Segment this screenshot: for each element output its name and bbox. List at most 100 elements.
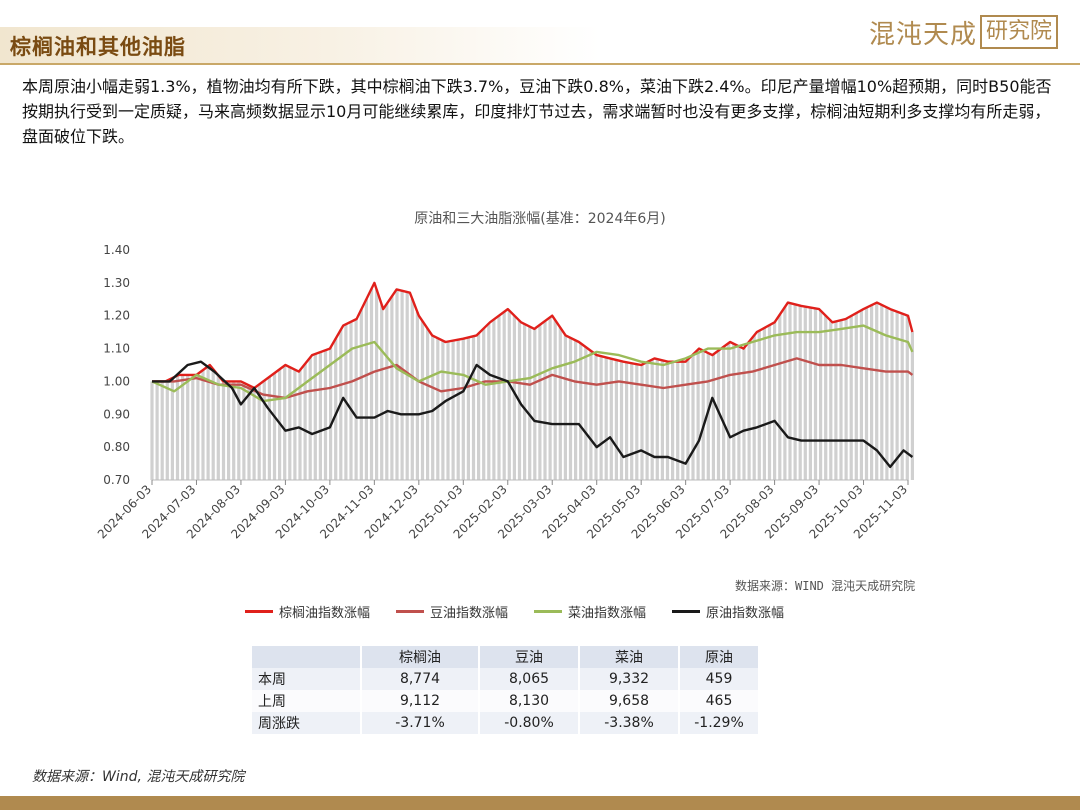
chart-legend: 棕榈油指数涨幅 豆油指数涨幅 菜油指数涨幅 原油指数涨幅 [245, 602, 784, 621]
bg-bar [625, 362, 629, 480]
bg-bar [262, 380, 266, 480]
bg-bar [716, 350, 721, 480]
bg-bar [584, 347, 588, 480]
bg-bar [232, 381, 236, 480]
y-tick-label: 1.00 [103, 374, 130, 388]
legend-swatch-rapeseed [534, 610, 563, 613]
bg-bar [477, 333, 481, 480]
table-cell: 8,065 [479, 668, 580, 690]
bg-bar [864, 307, 869, 480]
bg-bar [528, 326, 532, 480]
table-cell: 9,658 [579, 690, 680, 712]
bg-bar [247, 385, 251, 480]
table-row: 周涨跌 -3.71% -0.80% -3.38% -1.29% [252, 712, 760, 734]
bg-bar [257, 384, 261, 480]
bg-bar [186, 374, 190, 480]
bg-bar [323, 350, 328, 480]
bg-bar [216, 375, 220, 480]
bg-bar [722, 346, 726, 480]
bg-bar [523, 324, 527, 480]
bg-bar [747, 341, 751, 480]
bg-bar [839, 320, 843, 480]
bg-bar [318, 352, 322, 480]
crude-oil-line [152, 360, 914, 469]
title-band [0, 27, 600, 63]
legend-item-rapeseed: 菜油指数涨幅 [534, 602, 646, 621]
bg-bar [181, 374, 185, 480]
bg-bar [354, 319, 358, 480]
bg-bar [727, 343, 731, 480]
table-header-row: 棕榈油 豆油 菜油 原油 [252, 646, 760, 668]
bg-bar [686, 359, 690, 480]
bg-bar [829, 320, 833, 480]
bg-bar [630, 363, 634, 480]
bg-bar [910, 332, 914, 480]
bg-bar [885, 307, 889, 480]
bg-bar [788, 303, 792, 480]
legend-item-crude: 原油指数涨幅 [672, 602, 784, 621]
bg-bar [272, 373, 277, 480]
bg-bar [160, 381, 164, 480]
bg-bar [778, 314, 782, 480]
bg-bar [808, 307, 812, 480]
bg-bar [752, 335, 756, 480]
bg-bar [599, 356, 603, 480]
y-tick-label: 1.30 [103, 276, 130, 290]
bg-bar [420, 321, 425, 480]
bg-bar [665, 361, 670, 480]
bg-bar [579, 343, 583, 480]
bg-bar [507, 310, 511, 480]
bg-bar [308, 357, 312, 480]
bg-bar [221, 381, 226, 480]
table-cell: -1.29% [679, 712, 760, 734]
y-tick-label: 1.10 [103, 342, 130, 356]
bg-bar [252, 387, 256, 480]
bg-bar [349, 321, 353, 480]
bg-bar [471, 336, 476, 480]
y-tick-label: 0.80 [103, 440, 130, 454]
bg-bar [875, 302, 879, 480]
bg-bar [364, 299, 368, 480]
bg-bar [456, 339, 460, 480]
bg-bar [267, 376, 271, 480]
price-table: 棕榈油 豆油 菜油 原油 本周 8,774 8,065 9,332 459 上周… [252, 646, 760, 734]
legend-label-rapeseed: 菜油指数涨幅 [568, 606, 647, 621]
bg-bar [742, 347, 746, 480]
footer-source: 数据来源：Wind, 混沌天成研究院 [32, 769, 245, 785]
bg-bar [854, 313, 858, 480]
bg-bar [405, 292, 409, 480]
bg-bar [369, 288, 374, 480]
table-cell: -0.80% [479, 712, 580, 734]
table-header-cell: 豆油 [479, 646, 580, 668]
table-row-label: 本周 [252, 668, 362, 690]
bg-bar [824, 315, 828, 480]
bg-bar [548, 317, 552, 480]
table-cell: 9,332 [579, 668, 680, 690]
bg-bar [395, 289, 399, 480]
bg-bar [671, 361, 675, 480]
bg-bar [762, 327, 766, 480]
bg-bar [543, 321, 547, 480]
bg-bar [640, 364, 644, 480]
bg-bar [660, 360, 664, 480]
palm-oil-line [152, 281, 914, 390]
bg-bar [288, 367, 292, 480]
bg-bar [737, 346, 741, 480]
bg-bar [196, 373, 200, 480]
header-divider [0, 63, 1080, 65]
brand-logo: 混沌天成 研究院 [869, 12, 1058, 52]
bg-bar [870, 305, 874, 480]
bg-bar [206, 366, 210, 480]
bg-bar [492, 319, 496, 480]
bg-bar [594, 354, 598, 480]
table-row: 本周 8,774 8,065 9,332 459 [252, 668, 760, 690]
bg-bar [538, 324, 542, 480]
bg-bar [385, 303, 389, 480]
bg-bar [859, 310, 863, 480]
bg-bar [793, 304, 797, 480]
bg-bar [691, 354, 695, 480]
bg-bar [783, 307, 787, 480]
bg-bar [533, 328, 537, 480]
bg-bar [466, 337, 470, 480]
bg-bar [170, 377, 174, 480]
